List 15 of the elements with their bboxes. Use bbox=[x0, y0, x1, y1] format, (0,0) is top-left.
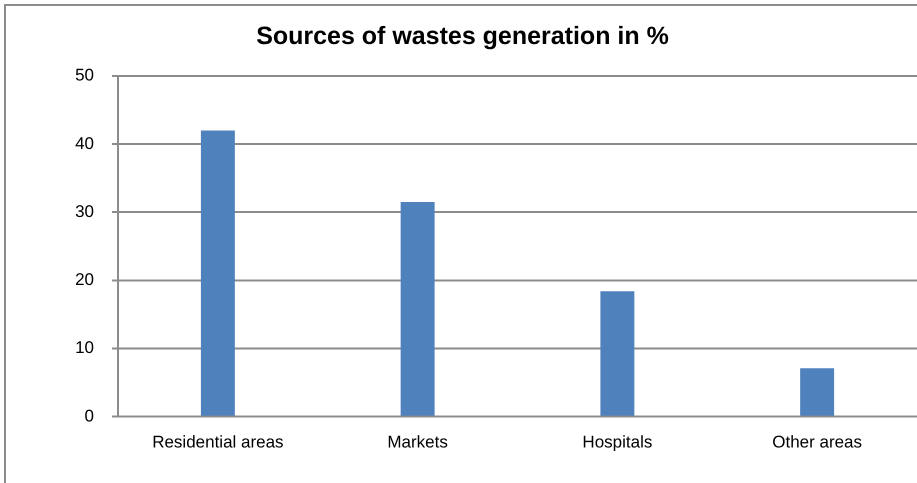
bar bbox=[600, 291, 634, 416]
chart-title: Sources of wastes generation in % bbox=[256, 22, 669, 50]
y-tick-label: 10 bbox=[75, 338, 94, 358]
y-tick-label: 50 bbox=[75, 66, 94, 85]
y-tick-label: 40 bbox=[75, 134, 94, 153]
y-tick-label: 30 bbox=[75, 202, 94, 221]
bar bbox=[400, 202, 435, 416]
x-tick-label: Markets bbox=[387, 432, 448, 452]
x-tick-label: Residential areas bbox=[152, 432, 284, 452]
x-tick-label: Other areas bbox=[772, 432, 862, 452]
y-tick-label: 0 bbox=[84, 406, 94, 426]
bar bbox=[200, 130, 235, 416]
x-tick-label: Hospitals bbox=[582, 432, 652, 452]
bar bbox=[800, 368, 834, 416]
y-tick-label: 20 bbox=[75, 270, 94, 290]
